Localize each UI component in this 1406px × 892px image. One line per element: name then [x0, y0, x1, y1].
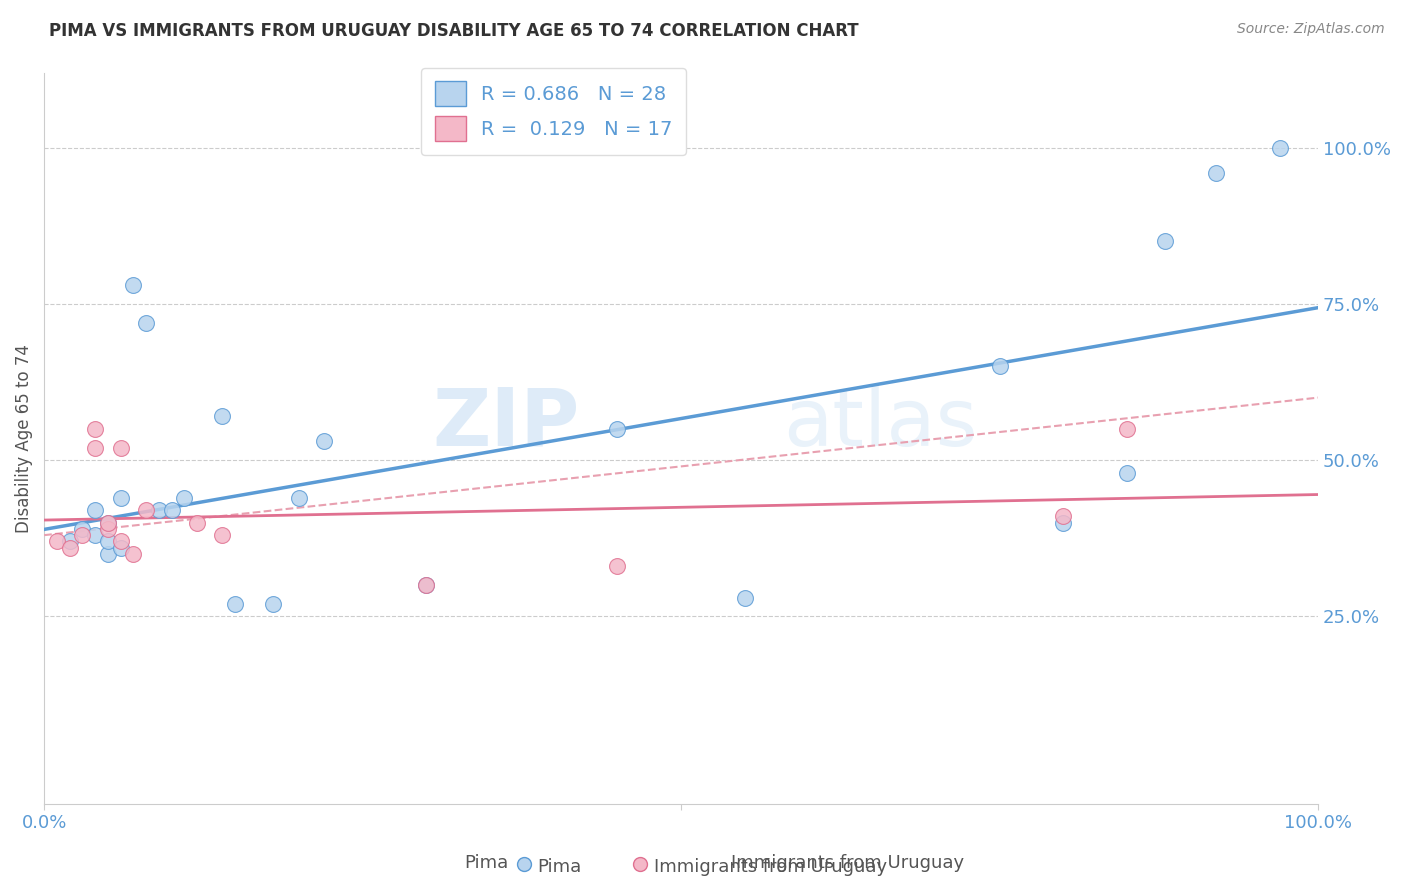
- Legend: Pima, Immigrants from Uruguay: Pima, Immigrants from Uruguay: [512, 849, 894, 883]
- Point: [1116, 466, 1139, 480]
- Point: [148, 503, 170, 517]
- Point: [135, 503, 157, 517]
- Point: [314, 434, 336, 449]
- Point: [1116, 422, 1139, 436]
- Text: ZIP: ZIP: [432, 384, 579, 463]
- Text: PIMA VS IMMIGRANTS FROM URUGUAY DISABILITY AGE 65 TO 74 CORRELATION CHART: PIMA VS IMMIGRANTS FROM URUGUAY DISABILI…: [49, 22, 859, 40]
- Point: [97, 522, 120, 536]
- Point: [97, 516, 120, 530]
- Point: [58, 534, 80, 549]
- Point: [58, 541, 80, 555]
- Point: [1154, 235, 1177, 249]
- Point: [988, 359, 1011, 374]
- Point: [110, 441, 132, 455]
- Point: [45, 534, 67, 549]
- Point: [84, 528, 107, 542]
- Point: [110, 491, 132, 505]
- Point: [606, 422, 628, 436]
- Text: Immigrants from Uruguay: Immigrants from Uruguay: [731, 855, 965, 872]
- Point: [97, 534, 120, 549]
- Point: [122, 278, 145, 293]
- Point: [606, 559, 628, 574]
- Point: [288, 491, 311, 505]
- Text: Pima: Pima: [464, 855, 508, 872]
- Point: [84, 422, 107, 436]
- Point: [84, 441, 107, 455]
- Point: [1205, 165, 1227, 179]
- Point: [211, 528, 233, 542]
- Point: [734, 591, 756, 605]
- Point: [1052, 509, 1074, 524]
- Text: Source: ZipAtlas.com: Source: ZipAtlas.com: [1237, 22, 1385, 37]
- Point: [415, 578, 437, 592]
- Point: [97, 547, 120, 561]
- Text: atlas: atlas: [783, 384, 977, 463]
- Point: [97, 516, 120, 530]
- Point: [173, 491, 195, 505]
- Point: [224, 597, 246, 611]
- Legend: R = 0.686   N = 28, R =  0.129   N = 17: R = 0.686 N = 28, R = 0.129 N = 17: [420, 68, 686, 154]
- Point: [110, 541, 132, 555]
- Point: [262, 597, 284, 611]
- Point: [72, 522, 94, 536]
- Point: [1268, 140, 1291, 154]
- Point: [110, 534, 132, 549]
- Point: [1052, 516, 1074, 530]
- Point: [122, 547, 145, 561]
- Point: [415, 578, 437, 592]
- Point: [135, 316, 157, 330]
- Point: [160, 503, 183, 517]
- Point: [186, 516, 208, 530]
- Point: [72, 528, 94, 542]
- Point: [211, 409, 233, 424]
- Point: [84, 503, 107, 517]
- Y-axis label: Disability Age 65 to 74: Disability Age 65 to 74: [15, 343, 32, 533]
